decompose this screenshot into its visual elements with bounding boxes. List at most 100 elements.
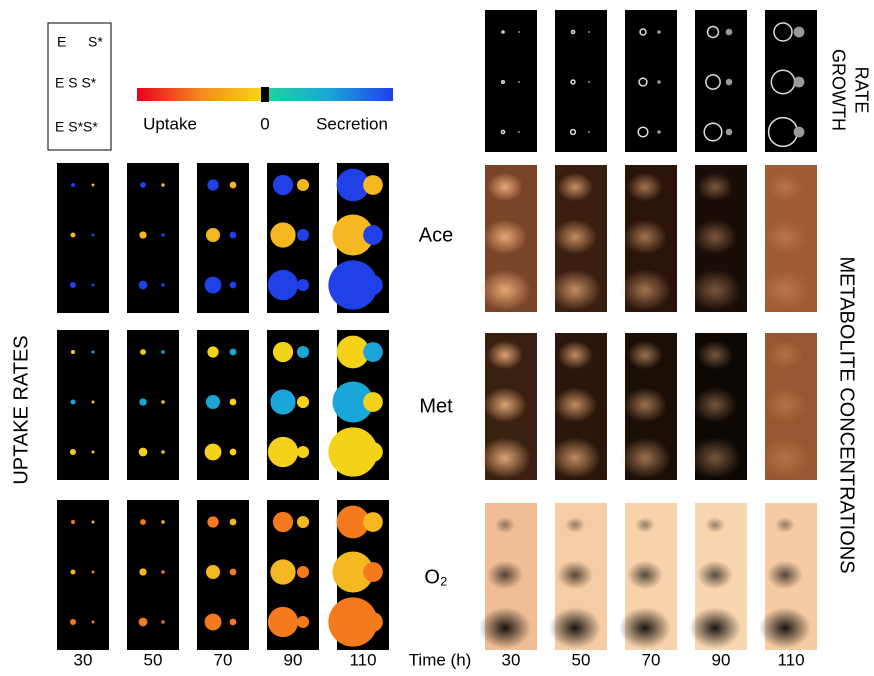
concentration-blob <box>705 517 725 533</box>
concentration-blob <box>767 560 803 590</box>
cell-dot <box>70 282 76 288</box>
concentration-blob <box>549 437 601 479</box>
cell-dot <box>267 606 299 638</box>
cell-dot <box>138 447 148 457</box>
cell-dot <box>206 395 220 409</box>
concentration-blob <box>487 172 523 202</box>
colorbar-label: Uptake <box>143 114 197 133</box>
cell-dot <box>138 280 148 290</box>
concentration-blob <box>635 517 655 533</box>
time-label: 90 <box>284 650 303 669</box>
cell-dot <box>161 520 165 524</box>
cell-dot <box>363 442 383 462</box>
time-label: 50 <box>572 650 591 669</box>
growth-dot <box>706 25 720 39</box>
cell-dot <box>161 620 165 624</box>
concentration-blob <box>619 607 671 649</box>
cell-dot <box>272 174 294 196</box>
concentration-blob <box>487 340 523 370</box>
cell-dot <box>328 260 378 310</box>
cell-dot <box>363 225 383 245</box>
cell-dot <box>91 450 95 454</box>
cell-dot <box>296 278 310 292</box>
cell-dot <box>332 381 374 423</box>
cell-dot <box>70 449 76 455</box>
concentration-blob <box>495 517 515 533</box>
cell-dot <box>229 618 237 626</box>
cell-dot <box>70 232 76 238</box>
cell-dot <box>363 392 383 412</box>
cell-dot <box>91 183 95 187</box>
concentration-blob <box>689 437 741 479</box>
growth-dot <box>501 30 505 34</box>
cell-dot <box>204 613 222 631</box>
concentration-blob <box>697 560 733 590</box>
panel <box>625 10 677 152</box>
concentration-blob <box>619 269 671 311</box>
cell-dot <box>161 400 165 404</box>
growth-dot <box>500 129 506 135</box>
time-label: 30 <box>74 650 93 669</box>
cell-dot <box>363 275 383 295</box>
growth-dot <box>657 80 661 84</box>
concentration-blob <box>549 269 601 311</box>
legend-text: E <box>57 34 66 50</box>
growth-dot <box>588 81 590 83</box>
cell-dot <box>229 281 237 289</box>
time-label: 30 <box>502 650 521 669</box>
cell-dot <box>229 231 237 239</box>
concentration-blob <box>549 607 601 649</box>
cell-dot <box>296 515 310 529</box>
growth-dot <box>725 128 733 136</box>
cell-dot <box>332 214 374 256</box>
cell-dot <box>140 349 146 355</box>
cell-dot <box>161 450 165 454</box>
cell-dot <box>91 520 95 524</box>
cell-dot <box>332 551 374 593</box>
cell-dot <box>91 400 95 404</box>
cell-dot <box>206 228 220 242</box>
cell-dot <box>207 516 219 528</box>
concentration-blob <box>553 219 597 255</box>
growth-dot <box>703 122 723 142</box>
concentration-blob <box>487 560 523 590</box>
cell-dot <box>296 228 310 242</box>
concentration-blob <box>627 172 663 202</box>
growth-title: GROWTH <box>828 49 848 131</box>
cell-dot <box>207 179 219 191</box>
concentration-blob <box>479 607 531 649</box>
cell-dot <box>296 395 310 409</box>
cell-dot <box>267 269 299 301</box>
cell-dot <box>207 346 219 358</box>
concentration-blob <box>619 437 671 479</box>
cell-dot <box>71 183 75 187</box>
growth-dot <box>725 28 733 36</box>
time-label: 110 <box>777 650 804 669</box>
concentration-blob <box>483 219 527 255</box>
panel <box>197 500 249 650</box>
concentration-blob <box>693 219 737 255</box>
concentration-blob <box>623 387 667 423</box>
concentration-blob <box>759 607 811 649</box>
time-label: 70 <box>642 650 661 669</box>
cell-dot <box>70 569 76 575</box>
growth-dot <box>705 74 721 90</box>
panel <box>127 330 179 480</box>
concentration-blob <box>767 340 803 370</box>
cell-dot <box>336 505 370 539</box>
cell-dot <box>91 620 95 624</box>
cell-dot <box>272 341 294 363</box>
concentration-blob <box>627 560 663 590</box>
panel <box>485 10 537 152</box>
panel <box>127 500 179 650</box>
growth-dot <box>588 31 590 33</box>
cell-dot <box>161 350 165 354</box>
cell-dot <box>296 178 310 192</box>
legend-text: E S S* <box>55 75 97 91</box>
cell-dot <box>161 233 165 237</box>
concentration-blob <box>557 172 593 202</box>
time-label: 70 <box>214 650 233 669</box>
right-title: METABOLITE CONCENTRATIONS <box>836 256 858 573</box>
concentration-blob <box>557 560 593 590</box>
